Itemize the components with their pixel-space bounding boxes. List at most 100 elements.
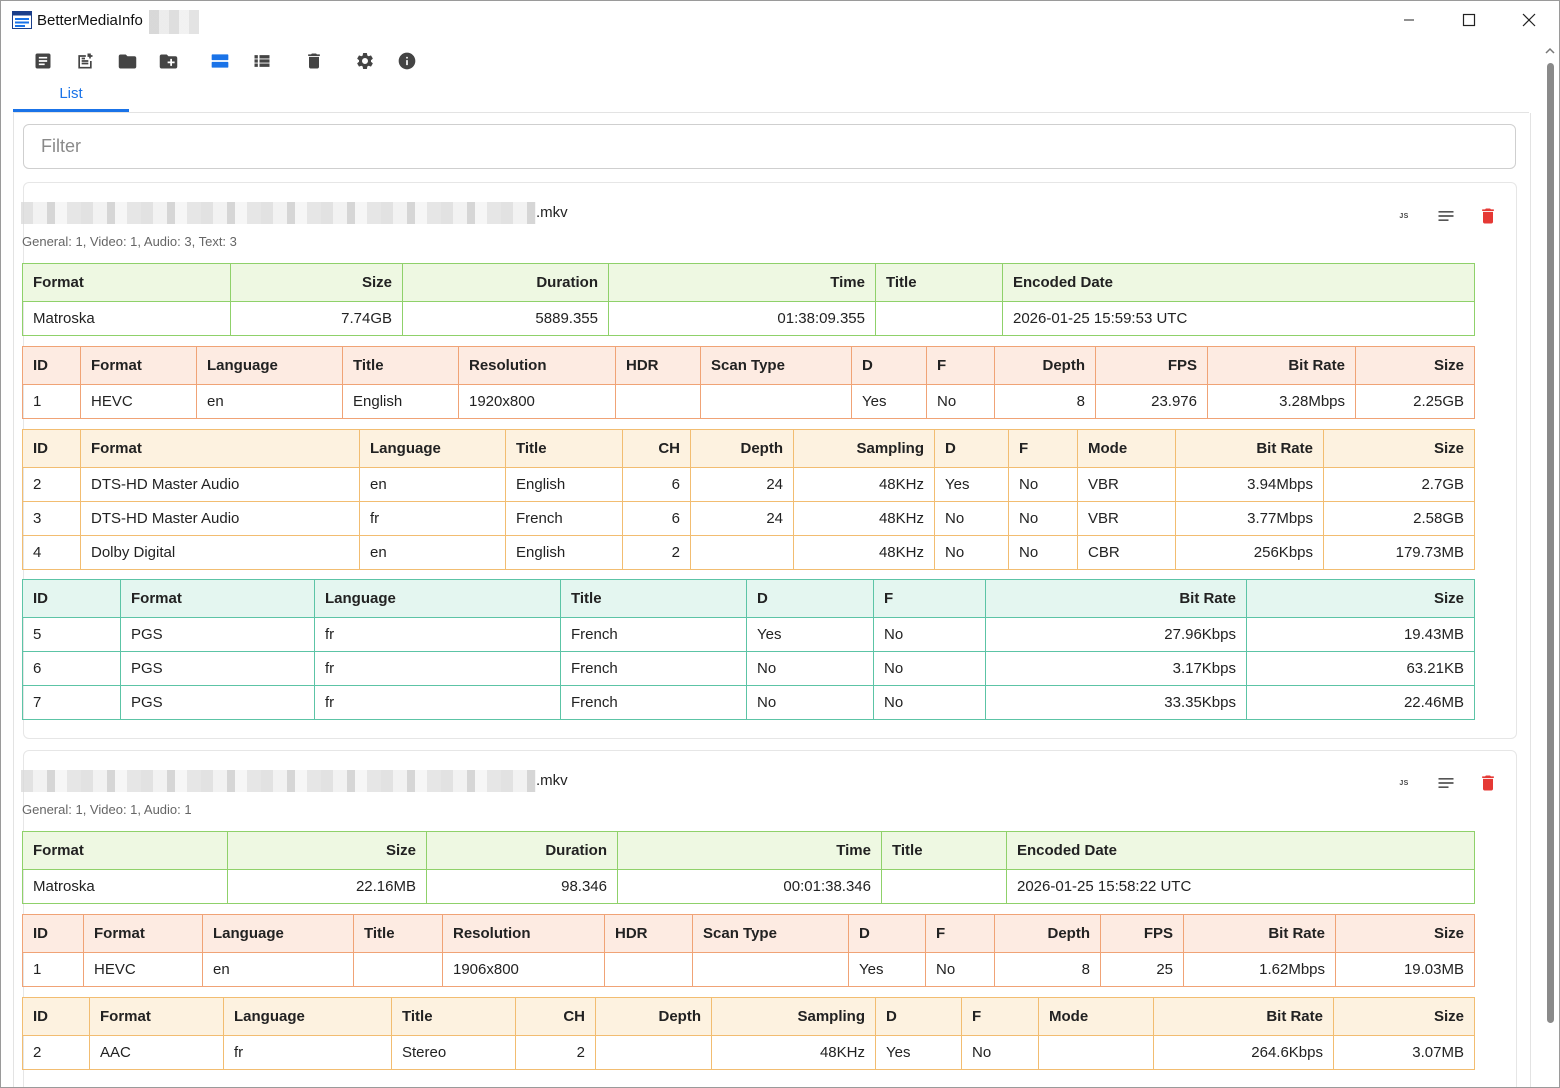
column-header[interactable]: Resolution [458, 346, 616, 385]
column-header[interactable]: Format [89, 997, 224, 1036]
open-folder-button[interactable] [115, 49, 139, 73]
column-header[interactable]: CH [515, 997, 596, 1036]
column-header[interactable]: D [746, 579, 874, 618]
column-header[interactable]: Size [1246, 579, 1475, 618]
column-header[interactable]: Title [353, 914, 443, 953]
column-header[interactable]: ID [22, 429, 81, 468]
column-header[interactable]: Depth [595, 997, 712, 1036]
column-header[interactable]: Format [83, 914, 203, 953]
add-file-button[interactable] [73, 49, 97, 73]
clear-all-button[interactable] [302, 49, 326, 73]
cell: 8 [994, 384, 1096, 419]
column-header[interactable]: Scan Type [692, 914, 849, 953]
column-header[interactable]: Depth [994, 914, 1101, 953]
column-header[interactable]: Size [1355, 346, 1475, 385]
column-header[interactable]: Format [22, 263, 231, 302]
tab-list[interactable]: List [59, 85, 83, 102]
close-window-button[interactable] [1499, 1, 1559, 39]
show-details-button[interactable] [1436, 773, 1456, 793]
column-header[interactable]: Bit Rate [985, 579, 1247, 618]
column-header[interactable]: Bit Rate [1183, 914, 1336, 953]
column-header[interactable]: Depth [994, 346, 1096, 385]
show-details-button[interactable] [1436, 206, 1456, 226]
column-header[interactable]: D [848, 914, 926, 953]
vertical-scrollbar[interactable] [1543, 41, 1557, 1087]
cell: No [926, 384, 995, 419]
column-header[interactable]: Title [881, 831, 1007, 870]
cell: English [342, 384, 459, 419]
column-header[interactable]: Format [80, 429, 360, 468]
column-header[interactable]: Title [875, 263, 1003, 302]
remove-file-button[interactable] [1478, 773, 1498, 793]
column-header[interactable]: Title [560, 579, 747, 618]
column-header[interactable]: Language [359, 429, 506, 468]
column-header[interactable]: F [925, 914, 995, 953]
column-header[interactable]: CH [622, 429, 691, 468]
column-header[interactable]: FPS [1095, 346, 1208, 385]
column-header[interactable]: FPS [1100, 914, 1184, 953]
card-view-button[interactable] [208, 49, 232, 73]
column-header[interactable]: Resolution [442, 914, 605, 953]
cell: 5 [22, 617, 121, 652]
scrollbar-thumb[interactable] [1547, 63, 1554, 1023]
column-header[interactable]: Encoded Date [1006, 831, 1475, 870]
redacted-file-name [21, 202, 536, 224]
column-header[interactable]: ID [22, 997, 90, 1036]
column-header[interactable]: Language [202, 914, 354, 953]
column-header[interactable]: Title [505, 429, 623, 468]
column-header[interactable]: Format [22, 831, 228, 870]
column-header[interactable]: Bit Rate [1175, 429, 1324, 468]
track-summary: General: 1, Video: 1, Audio: 1 [22, 802, 192, 817]
column-header[interactable]: Sampling [711, 997, 876, 1036]
column-header[interactable]: Duration [426, 831, 618, 870]
column-header[interactable]: Title [391, 997, 516, 1036]
settings-button[interactable] [353, 49, 377, 73]
export-json-button[interactable]: JS [1394, 206, 1414, 226]
column-header[interactable]: ID [22, 914, 84, 953]
column-header[interactable]: Scan Type [700, 346, 852, 385]
export-json-button[interactable]: JS [1394, 773, 1414, 793]
column-header[interactable]: Format [120, 579, 315, 618]
cell: 3.28Mbps [1207, 384, 1356, 419]
column-header[interactable]: Mode [1038, 997, 1154, 1036]
column-header[interactable]: F [926, 346, 995, 385]
column-header[interactable]: Depth [690, 429, 794, 468]
column-header[interactable]: D [934, 429, 1009, 468]
column-header[interactable]: Size [1323, 429, 1475, 468]
column-header[interactable]: D [851, 346, 927, 385]
column-header[interactable]: Size [1335, 914, 1475, 953]
column-header[interactable]: Format [80, 346, 197, 385]
column-header[interactable]: Bit Rate [1153, 997, 1334, 1036]
column-header[interactable]: Size [227, 831, 427, 870]
column-header[interactable]: Bit Rate [1207, 346, 1356, 385]
open-file-button[interactable] [31, 49, 55, 73]
cell: 6 [622, 501, 691, 536]
column-header[interactable]: Language [223, 997, 392, 1036]
column-header[interactable]: HDR [604, 914, 693, 953]
column-header[interactable]: Size [230, 263, 403, 302]
column-header[interactable]: Duration [402, 263, 609, 302]
column-header[interactable]: Encoded Date [1002, 263, 1475, 302]
column-header[interactable]: Language [196, 346, 343, 385]
maximize-button[interactable] [1439, 1, 1499, 39]
column-header[interactable]: F [961, 997, 1039, 1036]
column-header[interactable]: HDR [615, 346, 701, 385]
column-header[interactable]: F [873, 579, 986, 618]
add-folder-button[interactable] [156, 49, 180, 73]
column-header[interactable]: F [1008, 429, 1078, 468]
list-view-button[interactable] [250, 49, 274, 73]
remove-file-button[interactable] [1478, 206, 1498, 226]
column-header[interactable]: Sampling [793, 429, 935, 468]
column-header[interactable]: ID [22, 346, 81, 385]
column-header[interactable]: D [875, 997, 962, 1036]
minimize-button[interactable] [1379, 1, 1439, 39]
column-header[interactable]: Language [314, 579, 561, 618]
column-header[interactable]: Time [608, 263, 876, 302]
column-header[interactable]: Title [342, 346, 459, 385]
about-button[interactable] [395, 49, 419, 73]
column-header[interactable]: ID [22, 579, 121, 618]
column-header[interactable]: Time [617, 831, 882, 870]
column-header[interactable]: Size [1333, 997, 1475, 1036]
column-header[interactable]: Mode [1077, 429, 1176, 468]
filter-input[interactable] [23, 124, 1516, 169]
